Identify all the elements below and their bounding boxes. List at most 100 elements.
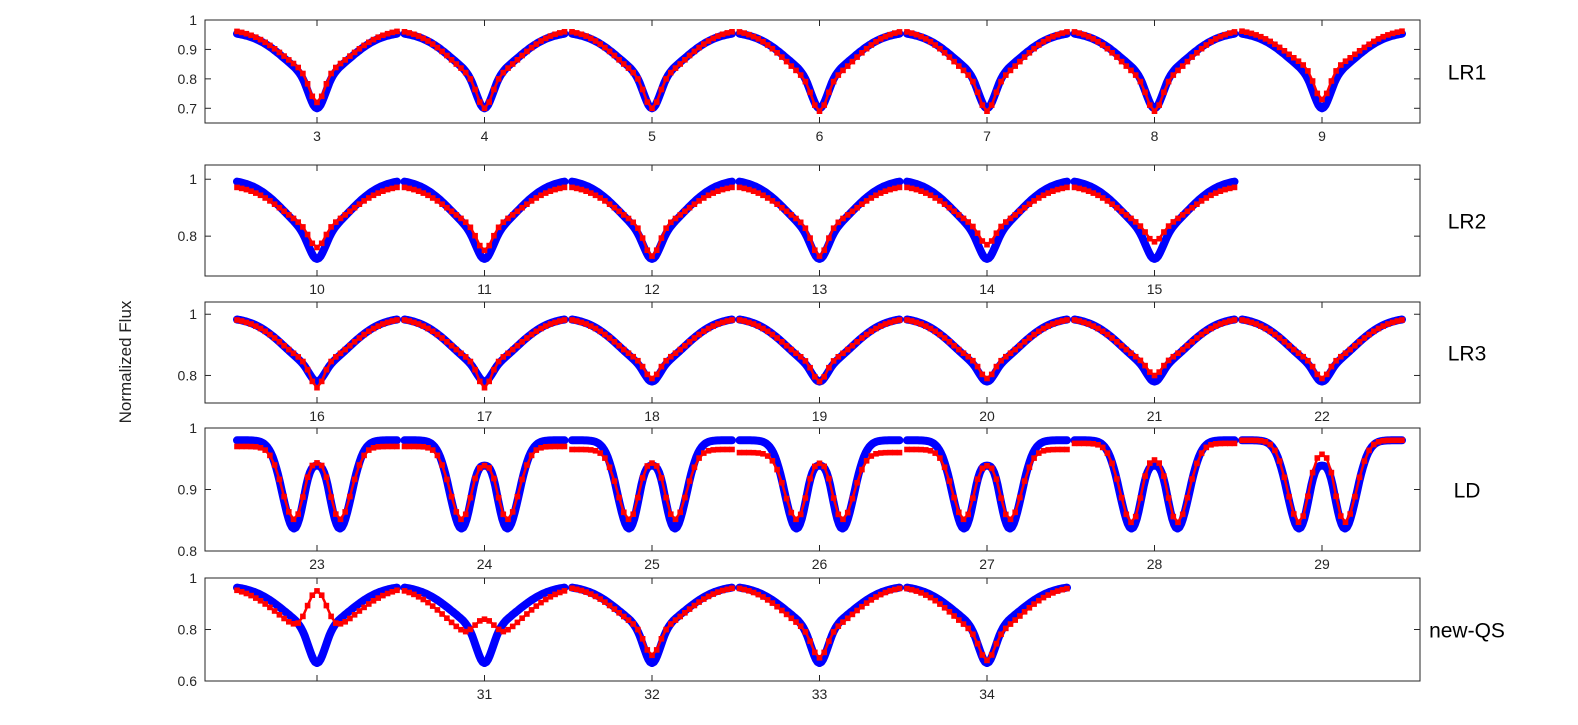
observed-point	[1017, 613, 1023, 619]
observed-point	[1227, 185, 1233, 192]
observed-point	[611, 52, 618, 59]
observed-point	[276, 49, 283, 56]
observed-point	[1253, 32, 1259, 38]
observed-point	[342, 212, 348, 218]
observed-point	[932, 328, 938, 335]
observed-point	[509, 61, 516, 67]
observed-point	[887, 31, 893, 38]
observed-point	[908, 446, 915, 453]
observed-point	[425, 325, 431, 332]
observed-point	[621, 613, 627, 620]
observed-point	[514, 493, 521, 500]
observed-point	[1085, 321, 1092, 327]
observed-point	[444, 204, 450, 211]
observed-point	[970, 357, 976, 364]
y-tick-label: 0.8	[178, 543, 198, 559]
observed-point	[602, 455, 608, 461]
observed-point	[984, 657, 990, 664]
observed-point	[1128, 350, 1134, 356]
model-curve	[400, 29, 569, 113]
observed-point	[937, 198, 943, 204]
observed-point	[290, 60, 297, 67]
observed-point	[1132, 72, 1139, 78]
observed-point	[528, 198, 535, 204]
observed-point	[715, 446, 721, 453]
observed-point	[1356, 339, 1363, 345]
observed-point	[896, 585, 903, 592]
observed-point	[988, 238, 995, 244]
observed-point	[892, 185, 898, 192]
observed-point	[323, 474, 330, 480]
observed-point	[1212, 441, 1219, 447]
observed-point	[1179, 511, 1186, 518]
observed-point	[524, 335, 530, 341]
observed-point	[951, 58, 957, 65]
observed-point	[882, 33, 889, 40]
observed-point	[918, 590, 924, 596]
observed-point	[411, 591, 417, 598]
observed-point	[1267, 328, 1273, 335]
observed-point	[1109, 201, 1115, 207]
x-tick-label: 17	[477, 408, 493, 424]
observed-point	[602, 331, 608, 338]
observed-point	[630, 511, 636, 517]
observed-point	[467, 224, 474, 231]
observed-point	[1208, 442, 1214, 448]
model-curve	[1070, 177, 1239, 263]
observed-point	[769, 331, 776, 338]
observed-point	[429, 195, 436, 201]
observed-point	[774, 201, 780, 207]
observed-point	[1095, 192, 1101, 199]
observed-point	[491, 232, 497, 239]
observed-point	[415, 188, 422, 194]
observed-point	[1017, 342, 1023, 349]
observed-point	[691, 48, 698, 55]
observed-point	[970, 78, 976, 85]
observed-point	[1064, 29, 1070, 35]
observed-point	[937, 455, 943, 461]
observed-point	[1184, 58, 1191, 65]
observed-point	[361, 604, 367, 611]
observed-point	[1217, 321, 1224, 327]
observed-point	[826, 475, 832, 482]
observed-point	[1104, 331, 1111, 338]
observed-point	[686, 339, 693, 345]
observed-point	[840, 516, 846, 523]
observed-point	[1003, 72, 1009, 78]
observed-point	[1203, 444, 1210, 451]
observed-point	[477, 465, 483, 471]
observed-point	[1194, 201, 1200, 207]
observed-point	[439, 48, 445, 55]
observed-point	[696, 455, 702, 461]
panel-label: LD	[1454, 480, 1481, 503]
x-tick-label: 5	[648, 128, 656, 144]
observed-point	[644, 247, 651, 253]
axes-box	[204, 301, 1421, 404]
observed-point	[370, 325, 377, 332]
observed-point	[788, 63, 795, 69]
observed-point	[826, 235, 832, 241]
observed-point	[1059, 318, 1066, 324]
observed-point	[281, 342, 287, 349]
observed-point	[755, 591, 762, 598]
observed-curve	[404, 445, 565, 521]
observed-point	[1291, 511, 1297, 517]
observed-point	[1003, 219, 1009, 225]
observed-point	[691, 335, 698, 341]
observed-point	[1319, 451, 1325, 458]
observed-point	[908, 185, 915, 192]
observed-point	[533, 447, 540, 453]
observed-point	[597, 41, 603, 47]
observed-point	[830, 629, 837, 635]
observed-point	[1017, 208, 1023, 215]
observed-point	[389, 29, 396, 36]
observed-curve	[907, 448, 1067, 521]
observed-point	[573, 30, 580, 36]
observed-point	[406, 185, 412, 192]
observed-point	[394, 28, 400, 35]
x-tick-label: 19	[812, 408, 828, 424]
observed-point	[769, 198, 776, 204]
observed-point	[552, 31, 558, 38]
observed-point	[333, 219, 339, 225]
observed-point	[267, 331, 273, 338]
